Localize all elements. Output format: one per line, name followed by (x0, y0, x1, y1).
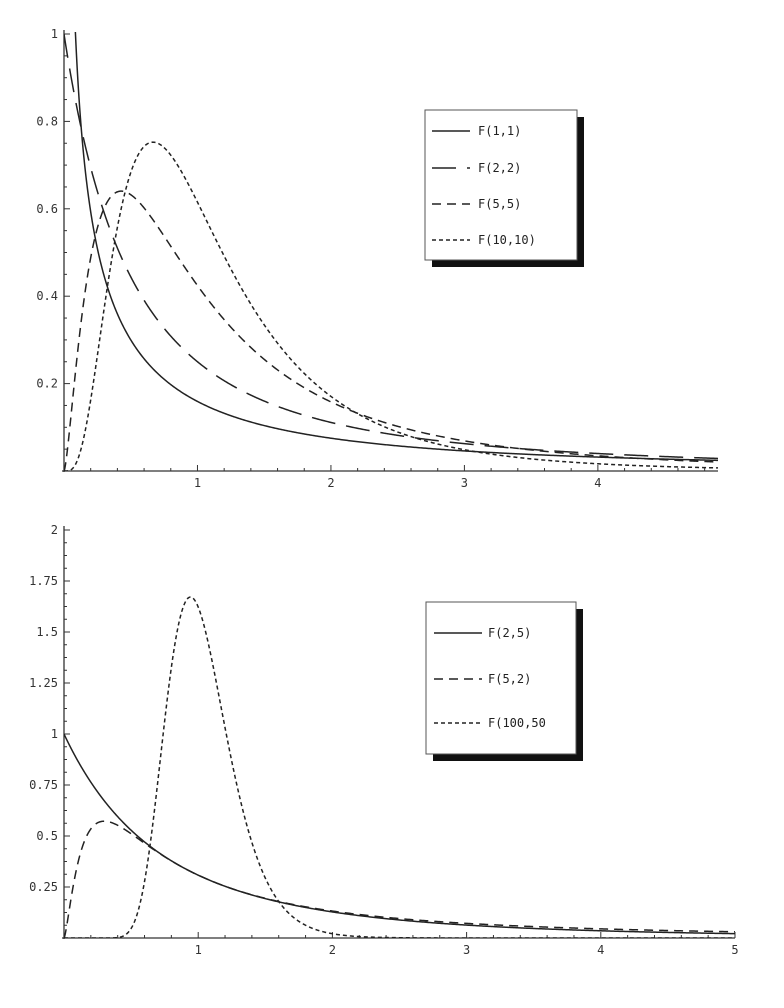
chart-1: 1 2 3 4 0.2 0.4 0.6 0.8 1 F(1,1) F(2,2) F(5,5) F(10,… (36, 27, 719, 490)
legend-label: F(1,1) (478, 124, 521, 138)
y-tick-label: 1.75 (29, 574, 58, 588)
y-tick-label: 0.8 (36, 114, 58, 128)
plot-area (64, 596, 736, 938)
x-tick-label: 1 (194, 476, 201, 490)
x-tick-label: 5 (731, 943, 738, 957)
y-tick-label: 0.75 (29, 778, 58, 792)
y-tick-label: 0.25 (29, 880, 58, 894)
legend-box (424, 109, 578, 261)
y-tick-label: 1 (51, 727, 58, 741)
chart-2: 1 2 3 4 5 0.25 0.5 0.75 1 1.25 1.5 1.75 2 F(2,5) F(5,2… (29, 523, 739, 957)
y-tick-label: 1.5 (36, 625, 58, 639)
series-line-f-5-2 (64, 820, 736, 938)
series-line-f-1-1 (74, 32, 719, 462)
legend: F(1,1) F(2,2) F(5,5) F(10,10) (424, 109, 584, 267)
x-tick-label: 2 (329, 943, 336, 957)
legend-label: F(100,50 (488, 716, 546, 730)
series-line-f-2-2 (64, 33, 719, 460)
y-tick-label: 0.2 (36, 377, 58, 391)
legend-label: F(2,2) (478, 161, 521, 175)
plot-area (64, 32, 719, 471)
x-tick-label: 4 (597, 943, 604, 957)
legend-label: F(10,10) (478, 233, 536, 247)
series-line-f-5-5 (64, 190, 719, 471)
y-tick-label: 0.6 (36, 202, 58, 216)
x-tick-label: 2 (327, 476, 334, 490)
series-line-f-100-50 (64, 596, 735, 938)
legend-label: F(2,5) (488, 626, 531, 640)
y-tick-label: 1 (51, 27, 58, 41)
y-tick-label: 1.25 (29, 676, 58, 690)
y-tick-label: 0.5 (36, 829, 58, 843)
series-line-f-10-10 (64, 141, 719, 471)
y-tick-label: 0.4 (36, 289, 58, 303)
legend-box (425, 601, 577, 755)
x-tick-label: 3 (463, 943, 470, 957)
legend-label: F(5,5) (478, 197, 521, 211)
x-tick-label: 3 (461, 476, 468, 490)
x-tick-label: 1 (195, 943, 202, 957)
legend-label: F(5,2) (488, 672, 531, 686)
x-tick-label: 4 (594, 476, 601, 490)
series-line-f-2-5 (64, 733, 736, 935)
y-tick-label: 2 (51, 523, 58, 537)
legend: F(2,5) F(5,2) F(100,50 (425, 601, 583, 761)
